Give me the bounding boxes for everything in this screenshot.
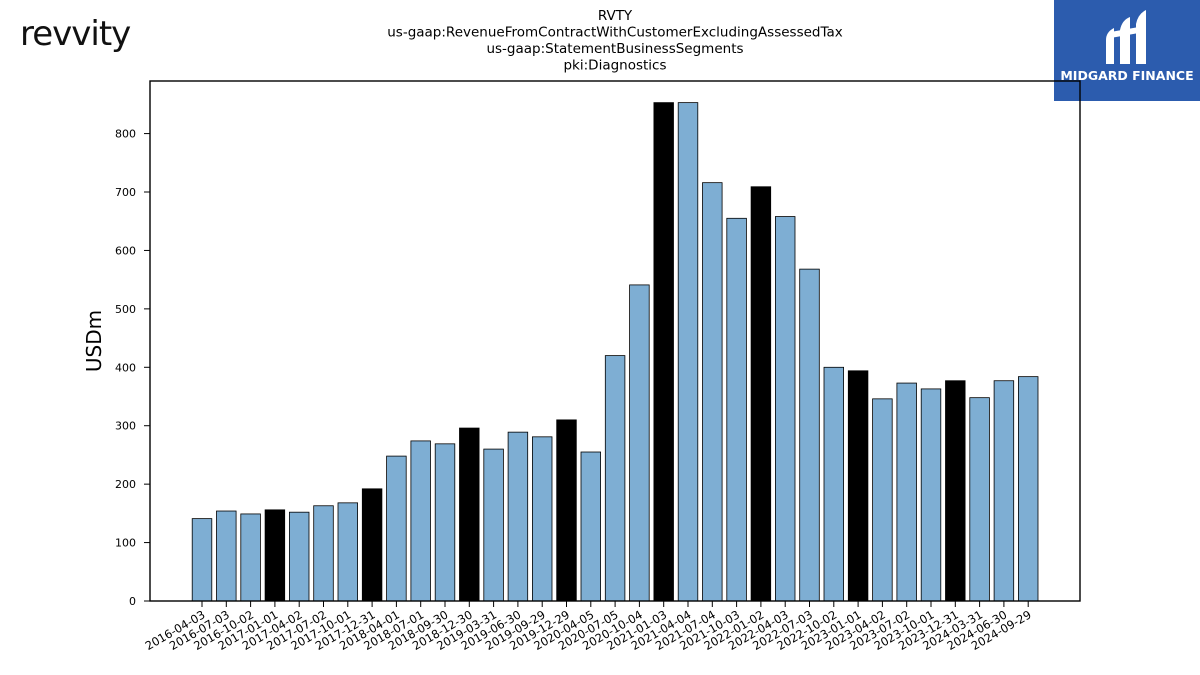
bar bbox=[702, 182, 723, 602]
bar bbox=[726, 217, 747, 602]
bar bbox=[847, 370, 869, 602]
y-tick-label: 500 bbox=[115, 303, 136, 316]
bar bbox=[216, 510, 237, 602]
y-tick-label: 100 bbox=[115, 537, 136, 550]
bar bbox=[434, 443, 456, 602]
chart-title: RVTYus-gaap:RevenueFromContractWithCusto… bbox=[387, 8, 843, 74]
bar bbox=[361, 488, 383, 602]
bar bbox=[556, 419, 577, 602]
y-axis-label: USDm bbox=[82, 310, 106, 372]
bar bbox=[410, 440, 431, 602]
bar bbox=[653, 102, 674, 602]
chart-title-line: pki:Diagnostics bbox=[563, 58, 666, 74]
bar bbox=[459, 427, 480, 602]
bar bbox=[969, 397, 990, 602]
y-tick-label: 800 bbox=[115, 128, 136, 141]
bar bbox=[288, 511, 310, 602]
y-tick-label: 700 bbox=[115, 186, 136, 199]
bar bbox=[532, 436, 553, 602]
bar bbox=[337, 502, 359, 602]
y-tick-label: 0 bbox=[129, 595, 136, 608]
bars-group bbox=[191, 102, 1039, 602]
midgard-finance-logo: MIDGARD FINANCE bbox=[1054, 0, 1200, 101]
bar bbox=[629, 284, 650, 602]
y-tick-label: 400 bbox=[115, 361, 136, 374]
bar bbox=[507, 431, 529, 602]
bar bbox=[240, 513, 261, 602]
y-tick-label: 600 bbox=[115, 244, 136, 257]
chart-title-line: us-gaap:StatementBusinessSegments bbox=[486, 41, 743, 57]
bar bbox=[677, 102, 699, 602]
bar bbox=[823, 366, 845, 602]
bar bbox=[604, 355, 626, 602]
bar bbox=[750, 186, 772, 602]
revvity-logo: revvity bbox=[20, 14, 131, 54]
bar bbox=[799, 268, 820, 602]
chart-title-line: us-gaap:RevenueFromContractWithCustomerE… bbox=[387, 25, 843, 41]
bar bbox=[872, 398, 893, 602]
y-tick-label: 300 bbox=[115, 420, 136, 433]
midgard-logo-text: MIDGARD FINANCE bbox=[1060, 68, 1194, 83]
chart-title-line: RVTY bbox=[598, 8, 633, 24]
bar bbox=[993, 380, 1015, 602]
bar bbox=[191, 518, 213, 602]
bar bbox=[483, 448, 504, 602]
bar bbox=[896, 382, 917, 602]
bar bbox=[920, 388, 942, 602]
bar bbox=[775, 216, 796, 602]
bar bbox=[386, 455, 407, 602]
y-tick-label: 200 bbox=[115, 478, 136, 491]
midgard-logo-mark-icon bbox=[1106, 10, 1146, 64]
bar bbox=[945, 380, 966, 602]
bar bbox=[1018, 376, 1039, 602]
bar bbox=[264, 509, 286, 602]
bar bbox=[580, 451, 602, 602]
bar bbox=[313, 505, 334, 602]
